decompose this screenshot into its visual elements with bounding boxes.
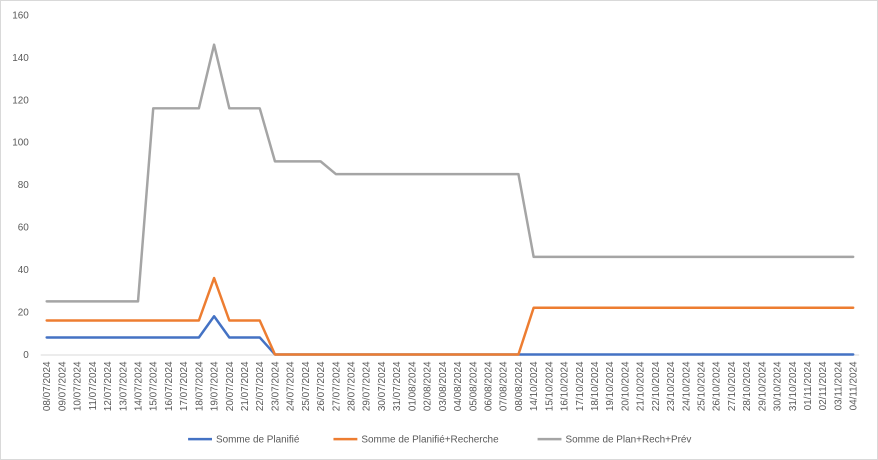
y-tick-label: 80 [18,180,30,191]
x-tick-label: 08/08/2024 [514,361,525,411]
x-tick-label: 23/10/2024 [666,361,677,411]
x-tick-label: 17/10/2024 [575,361,586,411]
x-tick-label: 04/11/2024 [849,361,860,410]
y-tick-label: 100 [12,138,29,149]
x-tick-label: 21/10/2024 [636,361,647,411]
x-tick-label: 08/07/2024 [42,361,53,411]
x-tick-label: 10/07/2024 [73,361,84,411]
x-tick-label: 24/07/2024 [286,361,297,411]
x-tick-label: 15/07/2024 [149,361,160,411]
x-tick-label: 03/08/2024 [438,361,449,411]
x-tick-label: 30/10/2024 [773,361,784,411]
x-tick-label: 18/10/2024 [590,361,601,411]
x-tick-label: 28/10/2024 [742,361,753,411]
y-tick-label: 120 [12,95,29,106]
x-tick-label: 26/07/2024 [316,361,327,411]
x-tick-label: 29/10/2024 [757,361,768,411]
x-tick-label: 13/07/2024 [118,361,129,411]
x-tick-label: 22/10/2024 [651,361,662,411]
y-tick-label: 160 [12,10,29,21]
x-tick-label: 18/07/2024 [194,361,205,411]
x-tick-label: 07/08/2024 [499,361,510,411]
x-tick-label: 11/07/2024 [88,361,99,410]
x-tick-label: 01/08/2024 [407,361,418,411]
x-tick-label: 14/07/2024 [133,361,144,411]
x-tick-label: 15/10/2024 [544,361,555,411]
x-tick-label: 30/07/2024 [377,361,388,411]
legend-label-3: Somme de Plan+Rech+Prév [565,435,691,446]
x-tick-label: 14/10/2024 [529,361,540,411]
x-tick-label: 02/08/2024 [423,361,434,411]
x-tick-label: 16/10/2024 [560,361,571,411]
x-tick-label: 01/11/2024 [803,361,814,410]
x-tick-label: 04/08/2024 [453,361,464,411]
series-lines [45,43,855,356]
x-tick-label: 06/08/2024 [483,361,494,411]
legend: Somme de Planifié Somme de Planifié+Reche… [188,435,691,446]
y-tick-label: 140 [12,53,29,64]
y-tick-label: 40 [18,265,30,276]
x-tick-label: 12/07/2024 [103,361,114,411]
x-tick-label: 17/07/2024 [179,361,190,411]
x-tick-label: 31/07/2024 [392,361,403,411]
x-tick-label: 02/11/2024 [818,361,829,410]
x-tick-label: 28/07/2024 [347,361,358,411]
x-tick-label: 16/07/2024 [164,361,175,411]
x-tick-label: 25/07/2024 [301,361,312,411]
axes: 0 20 40 60 80 100 120 140 160 08/07/2024 09/07/202… [12,10,859,411]
x-tick-label: 22/07/2024 [255,361,266,411]
x-tick-label: 31/10/2024 [788,361,799,411]
x-tick-label: 20/10/2024 [620,361,631,411]
x-tick-label: 29/07/2024 [362,361,373,411]
x-tick-label: 19/07/2024 [210,361,221,411]
legend-label-1: Somme de Planifié [216,435,300,446]
legend-label-2: Somme de Planifié+Recherche [361,435,499,446]
x-tick-label: 23/07/2024 [270,361,281,411]
x-tick-label: 24/10/2024 [681,361,692,411]
y-tick-label: 20 [18,308,30,319]
x-tick-label: 05/08/2024 [468,361,479,411]
x-tick-label: 26/10/2024 [712,361,723,411]
x-tick-label: 21/07/2024 [240,361,251,411]
series-line-1 [45,315,855,356]
series-line-3 [45,43,855,303]
x-tick-label: 27/10/2024 [727,361,738,411]
x-tick-label: 27/07/2024 [331,361,342,411]
series-line-2 [45,276,855,356]
x-tick-label: 20/07/2024 [225,361,236,411]
x-tick-label: 09/07/2024 [57,361,68,411]
x-tick-label: 25/10/2024 [697,361,708,411]
y-tick-label: 0 [23,350,29,361]
y-tick-label: 60 [18,223,30,234]
x-tick-label: 19/10/2024 [605,361,616,411]
x-tick-label: 03/11/2024 [833,361,844,410]
